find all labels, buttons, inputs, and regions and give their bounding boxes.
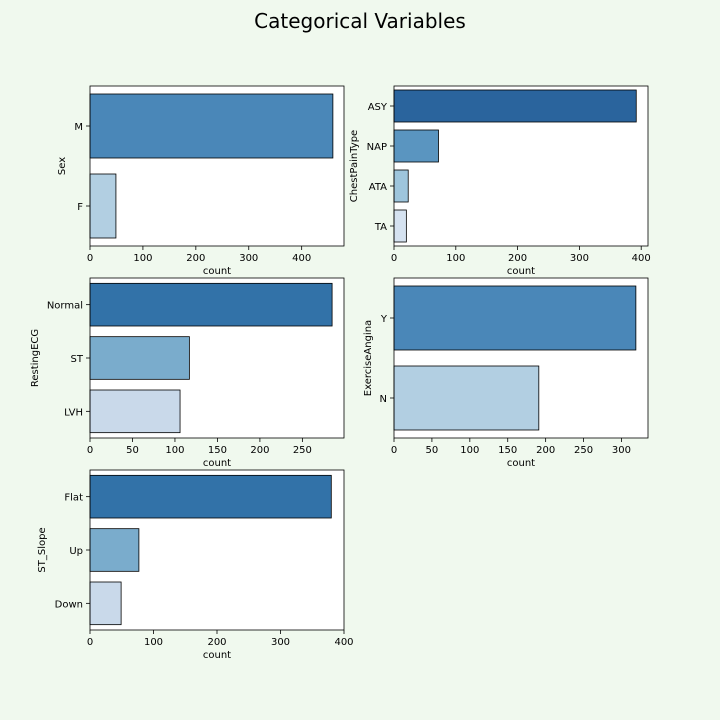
x-tick-label: 100 [446,253,465,264]
x-tick-label: 100 [144,637,163,648]
x-tick-label: 0 [87,445,93,456]
y-axis-label: Sex [57,157,68,175]
x-tick-label: 200 [536,445,555,456]
y-axis-label: ExerciseAngina [363,320,374,396]
x-tick-label: 200 [508,253,527,264]
bar-n [393,365,540,431]
x-tick-label: 300 [271,637,290,648]
x-tick-label: 400 [334,637,353,648]
x-tick-label: 0 [87,253,93,264]
y-tick-label: Up [69,546,83,557]
axes-frame [393,85,649,247]
x-tick-label: 400 [292,253,311,264]
y-tick-label: ASY [368,102,388,113]
subplot-chestpaintype: ASY NAP ATA TA 0 100 200 300 400 count ChestPainTy… [349,85,651,277]
bar-nap [393,129,439,163]
axes-frame [89,469,345,631]
y-tick-label: Normal [47,301,83,312]
x-tick-label: 0 [391,445,397,456]
y-tick-label: Y [380,314,388,325]
bar-y [393,285,637,351]
figure-title: Categorical Variables [254,9,466,33]
axes-frame [393,277,649,439]
x-tick-label: 0 [391,253,397,264]
x-tick-label: 400 [632,253,651,264]
bar-up [89,528,140,572]
y-tick-label: ATA [369,182,387,193]
x-tick-label: 250 [293,445,312,456]
x-tick-label: 150 [498,445,517,456]
subplot-restingecg: Normal ST LVH 0 50 100 150 200 250 count RestingEC… [30,277,345,469]
bar-flat [89,474,332,519]
y-tick-label: F [77,202,83,213]
x-tick-label: 100 [133,253,152,264]
x-tick-label: 300 [570,253,589,264]
axes-frame [89,277,345,439]
axes-frame [89,85,345,247]
bar-down [89,581,122,626]
bar-normal [89,282,333,327]
x-tick-label: 200 [186,253,205,264]
x-tick-label: 50 [126,445,139,456]
x-tick-label: 150 [208,445,227,456]
bar-ata [393,169,409,203]
bar-m [89,93,334,159]
x-tick-label: 200 [250,445,269,456]
y-tick-label: Flat [64,493,83,504]
x-tick-label: 300 [612,445,631,456]
x-tick-label: 50 [426,445,439,456]
y-tick-label: LVH [64,407,83,418]
subplot-exerciseangina: Y N 0 50 100 150 200 250 300 count ExerciseAngina [363,277,649,469]
y-axis-label: ST_Slope [37,527,48,572]
bar-f [89,173,117,239]
y-tick-label: ST [71,354,84,365]
x-tick-label: 100 [460,445,479,456]
y-tick-label: NAP [367,142,387,153]
y-tick-label: Down [55,599,83,610]
y-tick-label: N [380,394,387,405]
bar-ta [393,209,407,243]
y-tick-label: TA [374,222,387,233]
subplot-sex: M F 0 100 200 300 400 count Sex [57,85,345,277]
bar-lvh [89,389,181,434]
x-tick-label: 200 [207,637,226,648]
y-axis-label: RestingECG [30,329,41,387]
subplot-st-slope: Flat Up Down 0 100 200 300 400 count ST_Slope [37,469,354,661]
x-tick-label: 250 [574,445,593,456]
x-axis-label: count [203,458,231,469]
x-tick-label: 0 [87,637,93,648]
x-axis-label: count [507,458,535,469]
y-tick-label: M [74,122,83,133]
bar-st [89,336,190,380]
bar-asy [393,89,637,123]
y-axis-label: ChestPainType [349,130,360,202]
x-tick-label: 100 [165,445,184,456]
x-tick-label: 300 [239,253,258,264]
x-axis-label: count [507,266,535,277]
x-axis-label: count [203,266,231,277]
x-axis-label: count [203,650,231,661]
